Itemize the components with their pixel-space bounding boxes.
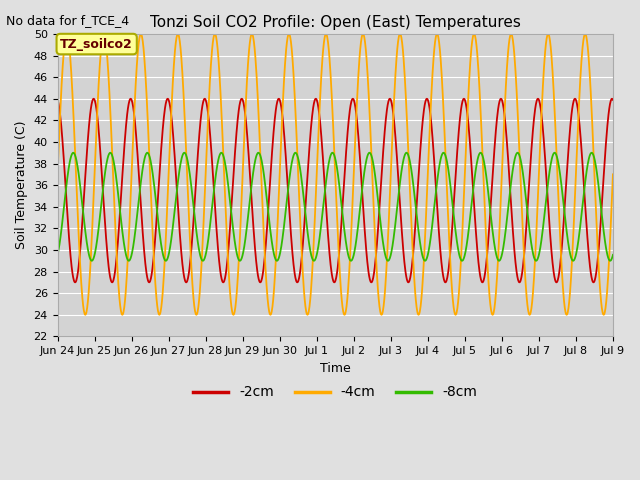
Y-axis label: Soil Temperature (C): Soil Temperature (C): [15, 121, 28, 250]
Line: -4cm: -4cm: [58, 34, 613, 315]
-2cm: [349, 96, 356, 102]
-4cm: [311, 211, 319, 216]
Title: Tonzi Soil CO2 Profile: Open (East) Temperatures: Tonzi Soil CO2 Profile: Open (East) Temp…: [150, 15, 521, 30]
-4cm: [63, 31, 70, 37]
Legend: -2cm, -4cm, -8cm: -2cm, -4cm, -8cm: [188, 380, 483, 405]
-2cm: [289, 258, 297, 264]
-4cm: [370, 211, 378, 217]
-8cm: [54, 252, 61, 258]
-8cm: [371, 167, 378, 173]
Text: No data for f_TCE_4: No data for f_TCE_4: [6, 14, 129, 27]
-4cm: [290, 72, 298, 77]
-2cm: [54, 97, 61, 103]
-4cm: [97, 48, 105, 54]
-4cm: [600, 312, 607, 318]
Line: -2cm: -2cm: [58, 99, 613, 282]
-8cm: [347, 258, 355, 264]
-4cm: [120, 309, 127, 315]
-8cm: [301, 204, 308, 209]
-4cm: [54, 171, 61, 177]
Text: TZ_soilco2: TZ_soilco2: [60, 37, 133, 50]
-2cm: [330, 279, 338, 285]
-4cm: [301, 300, 309, 306]
-2cm: [609, 97, 617, 103]
X-axis label: Time: Time: [320, 361, 351, 374]
-2cm: [311, 97, 319, 103]
-8cm: [328, 150, 336, 156]
-8cm: [609, 252, 617, 258]
-8cm: [311, 257, 319, 263]
-8cm: [119, 235, 127, 240]
-2cm: [97, 152, 104, 157]
-8cm: [289, 154, 297, 159]
-2cm: [119, 161, 127, 167]
-2cm: [301, 216, 308, 222]
-2cm: [371, 268, 378, 274]
-4cm: [609, 171, 617, 177]
Line: -8cm: -8cm: [58, 153, 613, 261]
-8cm: [97, 209, 104, 215]
